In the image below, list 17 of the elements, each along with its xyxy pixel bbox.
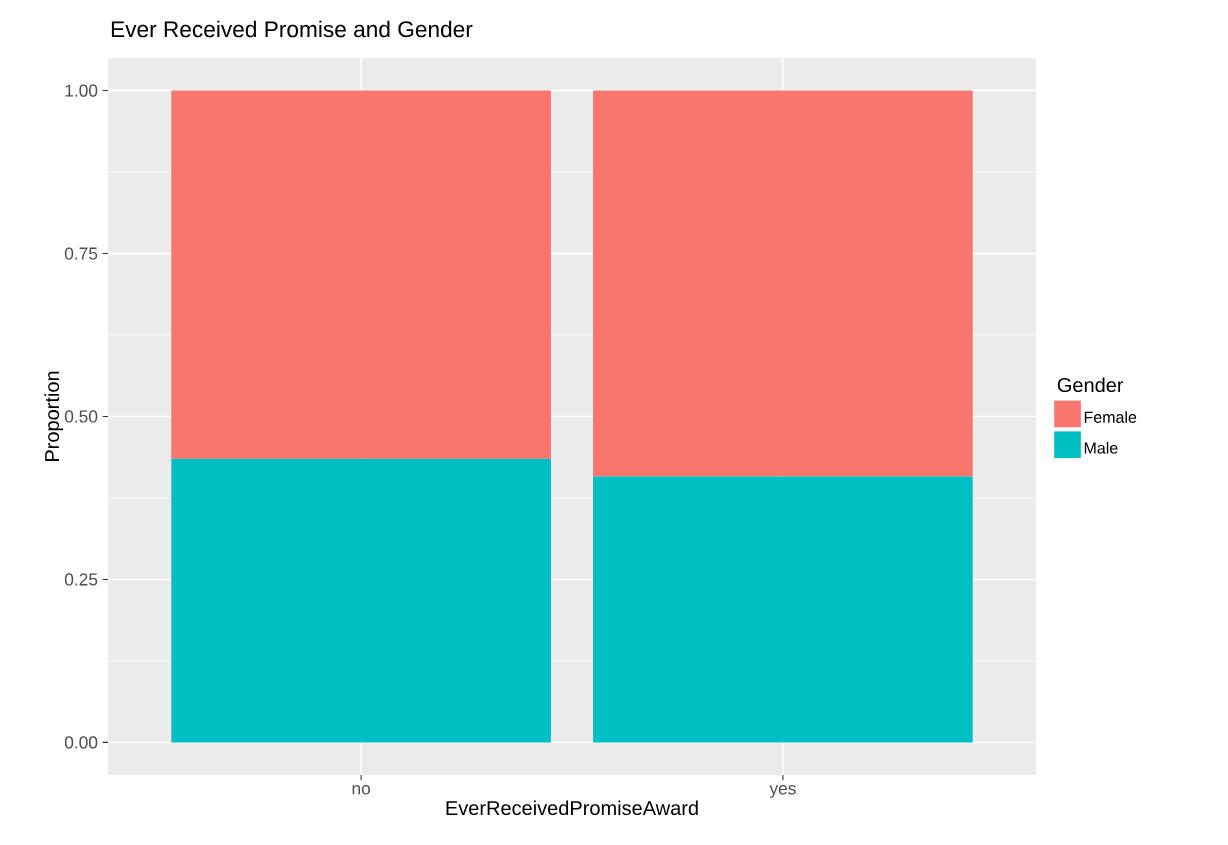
- bar: [171, 458, 551, 743]
- bar: [593, 476, 973, 743]
- y-tick-label: 0.00: [64, 736, 98, 749]
- bar: [593, 90, 973, 477]
- legend-label: Male: [1084, 441, 1118, 454]
- y-tick-label: 1.00: [65, 84, 98, 97]
- legend-title: Gender: [1057, 377, 1124, 393]
- x-tick-label: yes: [769, 785, 796, 798]
- x-axis-title: EverReceivedPromiseAward: [446, 800, 698, 816]
- y-axis-title: Proportion: [44, 371, 64, 461]
- y-tick-label: 0.50: [64, 410, 98, 423]
- y-tick-label: 0.25: [64, 573, 98, 586]
- chart-title: Ever Received Promise and Gender: [111, 20, 473, 38]
- x-tick-label: no: [352, 785, 370, 795]
- bar: [171, 90, 551, 459]
- legend-label: Female: [1084, 411, 1137, 423]
- y-tick-label: 0.75: [64, 247, 98, 260]
